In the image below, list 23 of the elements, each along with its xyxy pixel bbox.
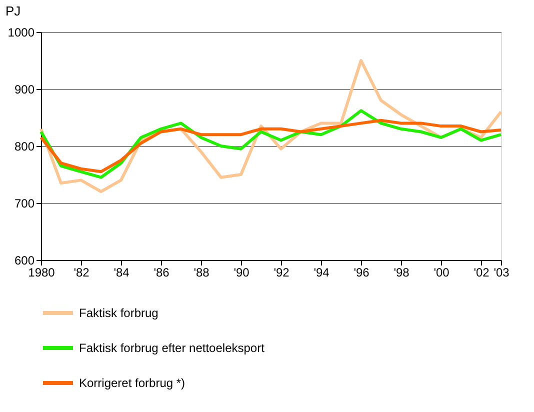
x-tick-label: '96 [354,266,370,280]
y-tick-label: 600 [14,254,35,268]
x-tick-label: 1980 [28,266,56,280]
y-tick-label: 900 [14,82,35,96]
x-tick-label: '88 [194,266,210,280]
x-tick-label: '86 [154,266,170,280]
x-tick-label: '00 [434,266,450,280]
x-tick-label: '82 [74,266,90,280]
line-series [40,118,502,174]
y-axis-title: PJ [6,4,21,18]
legend-label: Faktisk forbrug efter nettoeleksport [79,341,266,355]
y-tick-label: 1000 [8,26,35,40]
x-tick-label: '84 [114,266,130,280]
y-tick-label: 700 [14,196,35,210]
x-tick-label: '02 [474,266,490,280]
legend-label: Faktisk forbrug [79,306,158,320]
x-tick-label: '90 [234,266,250,280]
x-tick-label: '98 [394,266,410,280]
legend-label: Korrigeret forbrug *) [79,376,186,390]
x-tick-label: '03 [494,266,510,280]
y-tick-label: 800 [14,140,35,154]
x-tick-label: '92 [274,266,290,280]
x-tick-label: '94 [314,266,330,280]
